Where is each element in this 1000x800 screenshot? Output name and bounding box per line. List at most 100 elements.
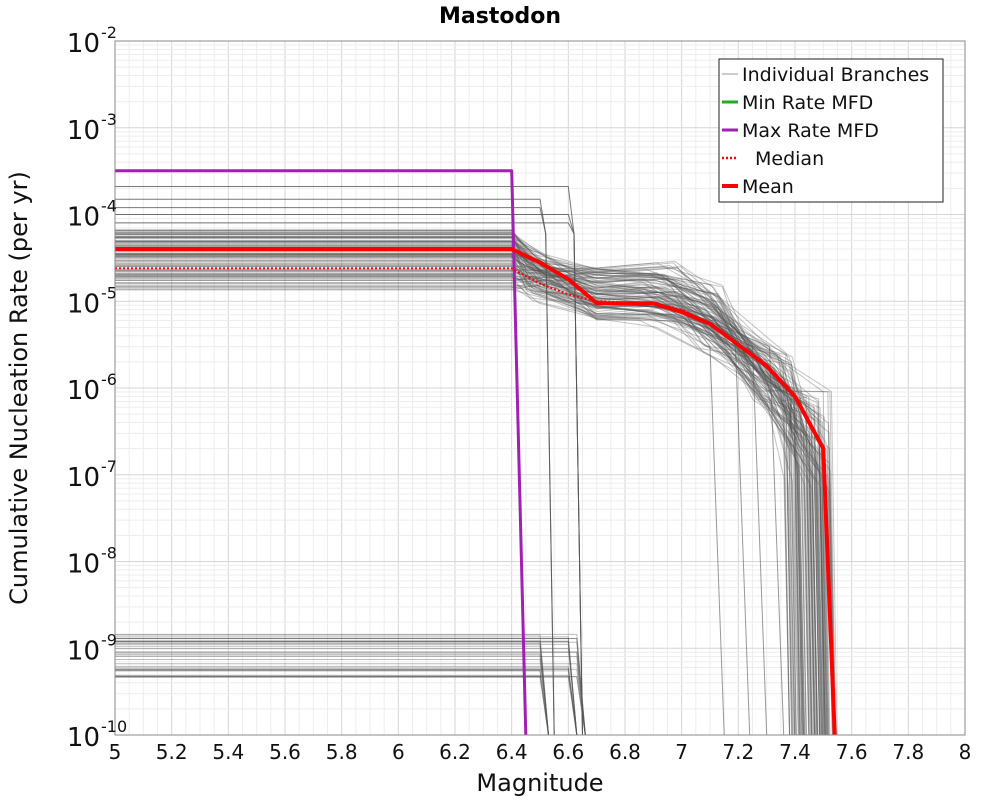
branch-line	[115, 285, 803, 736]
branch-line	[115, 238, 791, 736]
x-tick-label: 5	[109, 740, 122, 764]
branch-line	[115, 676, 586, 736]
x-tick-label: 7.2	[722, 740, 754, 764]
y-tick-base: 10	[67, 29, 100, 59]
branch-line	[115, 250, 801, 736]
branch-line	[115, 248, 826, 736]
branch-line	[115, 676, 549, 736]
branch-line	[115, 281, 803, 736]
x-tick-label: 7.4	[779, 740, 811, 764]
y-tick-label: 10 -8	[67, 544, 117, 580]
branch-line	[115, 286, 801, 736]
legend-label: Max Rate MFD	[742, 120, 879, 142]
branch-line	[115, 247, 818, 736]
legend-label: Median	[755, 148, 824, 170]
branch-line	[115, 634, 549, 736]
x-tick-label: 7.8	[892, 740, 924, 764]
branch-line	[115, 656, 586, 736]
x-tick-label: 7	[675, 740, 688, 764]
branch-line	[115, 645, 549, 736]
branch-line	[115, 641, 549, 736]
branch-line	[115, 636, 578, 736]
branch-line	[115, 207, 555, 736]
series-mean	[115, 247, 837, 736]
y-tick-base: 10	[67, 289, 100, 319]
branch-line	[115, 279, 812, 736]
branch-line	[115, 250, 825, 736]
branch-line	[115, 663, 586, 736]
branch-line	[115, 653, 549, 736]
branch-line	[115, 241, 820, 736]
y-tick-label: 10 -4	[67, 197, 117, 233]
y-tick-base: 10	[67, 116, 100, 146]
y-tick-base: 10	[67, 723, 100, 753]
branch-line	[115, 675, 549, 736]
legend-label: Individual Branches	[742, 64, 929, 86]
individual-branches	[115, 186, 838, 736]
branch-line	[115, 665, 578, 736]
y-tick-exponent: -5	[101, 283, 117, 302]
branch-line	[115, 236, 791, 736]
y-tick-base: 10	[67, 550, 100, 580]
branch-line	[115, 222, 583, 736]
branch-line	[115, 261, 796, 736]
branch-line	[115, 253, 831, 736]
x-tick-labels: 5 5.2 5.4 5.6 5.8 6 6.2 6.4 6.6 6.8 7 7.2 7.4 7.6 7.8 8	[109, 740, 972, 764]
branch-line	[115, 230, 827, 736]
branch-line	[115, 229, 820, 736]
branch-line	[115, 258, 804, 736]
y-tick-exponent: -6	[101, 370, 117, 389]
branch-line	[115, 260, 830, 736]
branch-line	[115, 233, 804, 736]
branch-line	[115, 643, 549, 736]
branch-line	[115, 641, 586, 736]
branch-line	[115, 277, 825, 736]
branch-line	[115, 247, 794, 736]
branch-line	[115, 273, 835, 736]
y-tick-base: 10	[67, 376, 100, 406]
branch-line	[115, 641, 578, 736]
branch-line	[115, 240, 805, 736]
chart-title: Mastodon	[439, 4, 561, 29]
branch-line	[115, 241, 821, 736]
branch-line	[115, 237, 802, 736]
branch-line	[115, 272, 793, 736]
branch-line	[115, 233, 815, 736]
branch-line	[115, 669, 549, 736]
branch-line	[115, 256, 824, 736]
plot-frame	[114, 40, 966, 736]
x-tick-label: 5.2	[156, 740, 188, 764]
branch-line	[115, 244, 804, 736]
branch-line	[115, 275, 805, 736]
branch-line	[115, 638, 578, 736]
branch-line	[115, 676, 578, 736]
branch-line	[115, 274, 796, 736]
branch-line	[115, 262, 818, 736]
x-tick-label: 8	[959, 740, 972, 764]
y-tick-label: 10 -6	[67, 370, 117, 406]
branch-line	[115, 253, 826, 736]
grid	[114, 41, 966, 736]
branch-line	[115, 255, 834, 736]
legend-label: Min Rate MFD	[742, 92, 873, 114]
x-tick-label: 5.8	[326, 740, 358, 764]
branch-line	[115, 255, 815, 736]
y-tick-base: 10	[67, 636, 100, 666]
branch-line	[115, 675, 578, 736]
x-tick-label: 5.6	[269, 740, 301, 764]
branch-line	[115, 283, 825, 736]
branch-line	[115, 270, 815, 736]
branch-line	[115, 245, 801, 736]
branch-line	[115, 676, 586, 736]
y-axis-label: Cumulative Nucleation Rate (per yr)	[5, 171, 33, 605]
y-tick-label: 10 -3	[67, 110, 117, 146]
branch-line	[115, 232, 828, 736]
branch-line	[115, 667, 578, 736]
branch-line	[115, 651, 586, 736]
y-tick-base: 10	[67, 463, 100, 493]
branch-line	[115, 638, 586, 736]
series-max-rate-mfd	[115, 169, 528, 736]
x-tick-label: 6.2	[439, 740, 471, 764]
branch-line	[115, 249, 821, 736]
y-tick-exponent: -10	[101, 717, 127, 736]
